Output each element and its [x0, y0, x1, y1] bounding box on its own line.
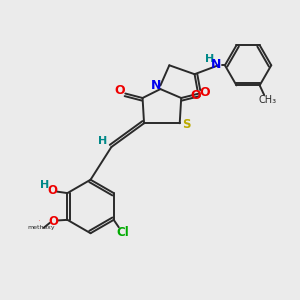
Text: O: O: [48, 215, 59, 228]
Text: H: H: [205, 54, 214, 64]
Text: O: O: [115, 84, 125, 97]
Text: N: N: [211, 58, 221, 71]
Text: N: N: [151, 79, 161, 92]
Text: H: H: [40, 180, 49, 190]
Text: CH₃: CH₃: [258, 95, 276, 105]
Text: Cl: Cl: [117, 226, 130, 239]
Text: O: O: [39, 220, 40, 221]
Text: O: O: [47, 184, 58, 196]
Text: H: H: [98, 136, 107, 146]
Text: O: O: [199, 85, 210, 98]
Text: S: S: [182, 118, 190, 131]
Text: O: O: [191, 89, 201, 102]
Text: methoxy: methoxy: [28, 225, 55, 230]
